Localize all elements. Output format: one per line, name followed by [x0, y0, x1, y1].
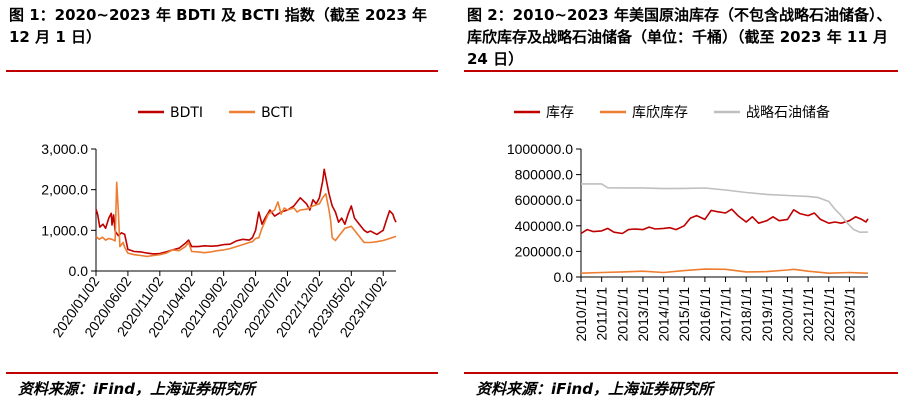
series-line-库存 — [580, 208, 869, 235]
x-tick-label: 2013/1/1 — [635, 287, 651, 342]
x-tick-label: 2014/1/1 — [656, 287, 672, 342]
x-tick-label: 2022/1/1 — [821, 287, 837, 342]
figure-2-source: 资料来源：iFind，上海证券研究所 — [476, 380, 713, 398]
x-tick-label: 2017/1/1 — [718, 287, 734, 342]
legend-label: BDTI — [170, 105, 203, 121]
series-line-BDTI — [95, 168, 397, 255]
x-tick-label: 2019/1/1 — [759, 287, 775, 342]
x-tick-label: 2023/1/1 — [841, 287, 857, 342]
title-divider — [6, 70, 438, 72]
y-tick-label: 0.0 — [69, 263, 89, 279]
source-divider — [6, 372, 438, 374]
x-tick-label: 2010/1/1 — [573, 287, 589, 342]
legend-label: 库存 — [546, 105, 574, 121]
figure-1-source: 资料来源：iFind，上海证券研究所 — [18, 380, 255, 398]
y-tick-label: 1,000.0 — [41, 222, 88, 238]
x-tick-label: 2021/1/1 — [800, 287, 816, 342]
series-line-战略石油储备 — [581, 183, 869, 233]
y-tick-label: 3,000.0 — [41, 141, 88, 157]
x-tick-label: 2020/1/1 — [779, 287, 795, 342]
title-divider — [464, 70, 898, 72]
y-tick-label: 200000.0 — [515, 243, 574, 259]
legend-label: BCTI — [261, 105, 293, 121]
crude-inventory-chart: 0.0 200000.0 400000.0 600000.0 800000.0 10000… — [507, 104, 869, 342]
x-tick-label: 2011/1/1 — [594, 287, 610, 341]
x-tick-label: 2015/1/1 — [676, 287, 692, 342]
y-tick-label: 0.0 — [554, 269, 574, 285]
figure-1-title: 图 1：2020~2023 年 BDTI 及 BCTI 指数（截至 2023 年… — [9, 6, 427, 46]
y-tick-label: 1000000.0 — [507, 141, 573, 157]
x-tick-label: 2018/1/1 — [738, 287, 754, 342]
x-tick-label: 2012/1/1 — [614, 287, 630, 342]
source-divider — [464, 372, 898, 374]
figure-1-panel: 图 1：2020~2023 年 BDTI 及 BCTI 指数（截至 2023 年… — [0, 0, 444, 402]
legend-label: 战略石油储备 — [746, 104, 830, 121]
bdti-bcti-chart: 0.01,000.02,000.03,000.02020/01/022020/0… — [41, 105, 397, 340]
legend-label: 库欣库存 — [632, 105, 688, 121]
y-tick-label: 600000.0 — [515, 192, 574, 208]
figure-2-panel: 图 2：2010~2023 年美国原油库存（不包含战略石油储备）、库欣库存及战略… — [458, 0, 904, 402]
figure-2-title: 图 2：2010~2023 年美国原油库存（不包含战略石油储备）、库欣库存及战略… — [467, 6, 892, 68]
y-tick-label: 800000.0 — [515, 167, 574, 183]
series-line-BCTI — [95, 181, 397, 258]
series-line-库欣库存 — [580, 268, 869, 274]
y-tick-label: 400000.0 — [515, 218, 574, 234]
y-tick-label: 2,000.0 — [41, 182, 88, 198]
x-tick-label: 2016/1/1 — [697, 287, 713, 342]
